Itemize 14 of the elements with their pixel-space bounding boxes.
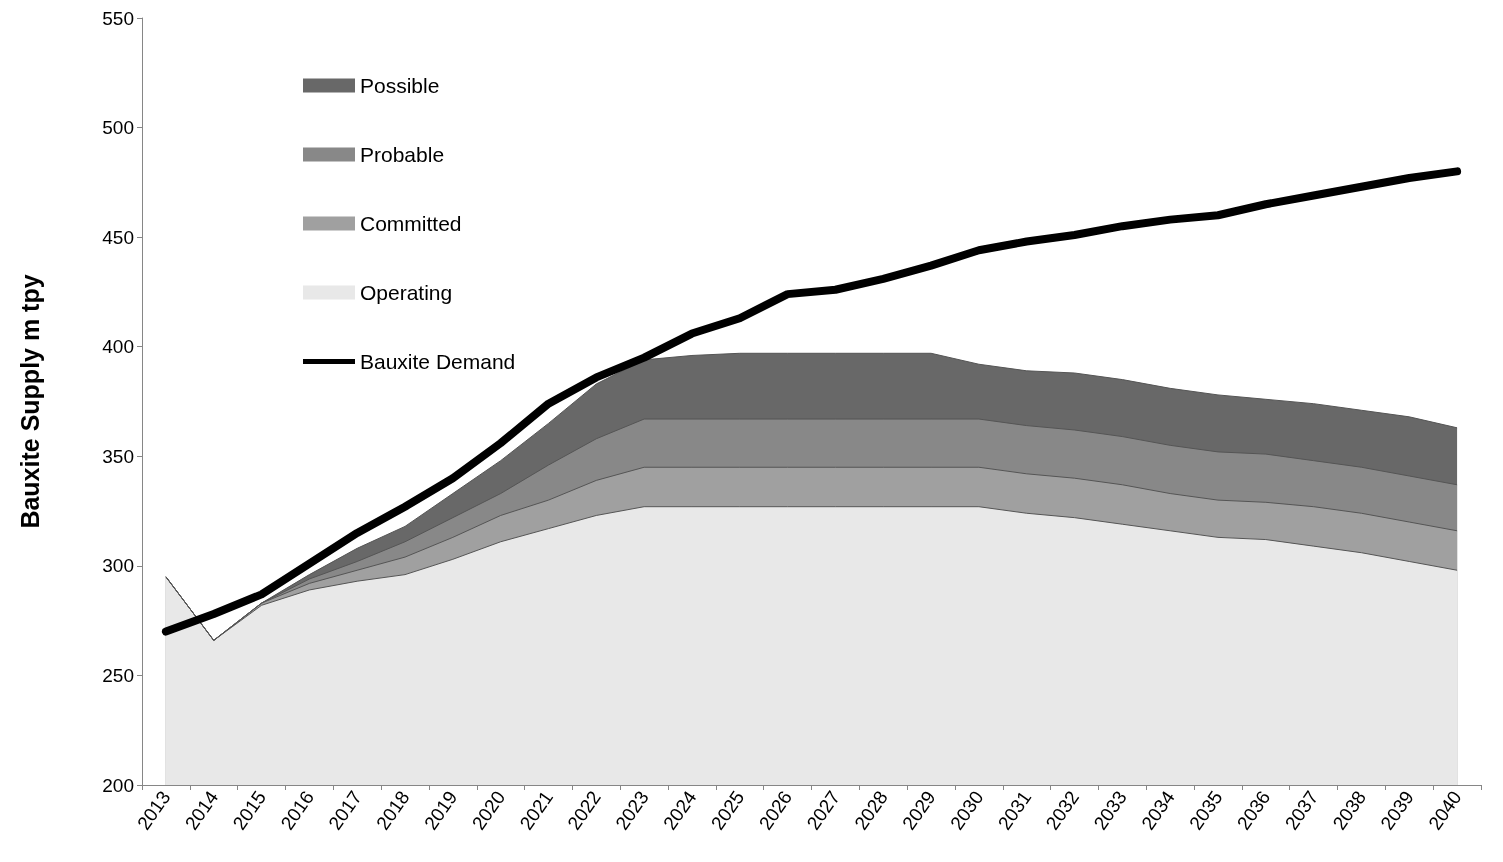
y-tick-label: 250 xyxy=(102,664,134,686)
y-tick-label: 200 xyxy=(102,774,134,796)
y-tick-label: 450 xyxy=(102,226,134,248)
legend-label: Probable xyxy=(360,143,445,166)
y-axis-title: Bauxite Supply m tpy xyxy=(15,274,44,529)
y-tick-label: 350 xyxy=(102,445,134,467)
legend-label: Possible xyxy=(360,74,440,97)
y-tick-label: 300 xyxy=(102,555,134,577)
y-tick-label: 550 xyxy=(102,7,134,29)
legend-label: Operating xyxy=(360,281,453,304)
y-tick-label: 500 xyxy=(102,117,134,139)
y-tick-label: 400 xyxy=(102,336,134,358)
legend-label: Committed xyxy=(360,212,462,235)
legend-label: Bauxite Demand xyxy=(360,350,516,373)
